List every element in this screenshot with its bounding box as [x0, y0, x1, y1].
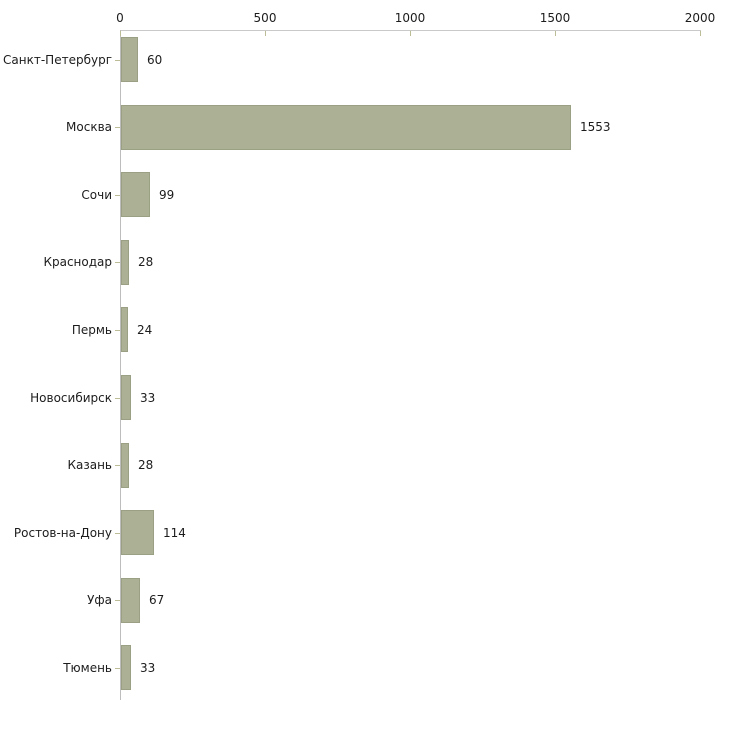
- y-tick-label: Казань: [67, 458, 112, 472]
- x-tick-label: 500: [253, 11, 277, 25]
- x-tick-mark: [555, 31, 556, 36]
- bar: [121, 578, 140, 623]
- y-tick-label: Санкт-Петербург: [3, 53, 112, 67]
- bar-value-label: 114: [163, 526, 186, 540]
- y-tick-label: Сочи: [81, 188, 112, 202]
- y-tick-label: Краснодар: [43, 255, 112, 269]
- category-tick-mark: [115, 668, 120, 669]
- x-tick-label: 0: [116, 11, 124, 25]
- bar-value-label: 24: [137, 323, 153, 337]
- category-tick-mark: [115, 127, 120, 128]
- bar-value-label: 33: [140, 661, 156, 675]
- bar: [121, 645, 131, 690]
- bar-value-label: 28: [138, 458, 154, 472]
- y-tick-label: Пермь: [71, 323, 112, 337]
- x-axis-line: [120, 30, 701, 31]
- bar-value-label: 67: [149, 593, 165, 607]
- bar-value-label: 28: [138, 255, 154, 269]
- x-tick-label: 2000: [684, 11, 716, 25]
- category-tick-mark: [115, 398, 120, 399]
- category-tick-mark: [115, 465, 120, 466]
- category-tick-mark: [115, 60, 120, 61]
- y-tick-label: Новосибирск: [30, 391, 112, 405]
- category-tick-mark: [115, 195, 120, 196]
- x-tick-mark: [120, 31, 121, 36]
- category-tick-mark: [115, 262, 120, 263]
- x-tick-label: 1500: [539, 11, 571, 25]
- x-tick-mark: [265, 31, 266, 36]
- category-tick-mark: [115, 533, 120, 534]
- bar-value-label: 33: [140, 391, 156, 405]
- bar-value-label: 60: [147, 53, 163, 67]
- bar-value-label: 99: [159, 188, 175, 202]
- bar: [121, 443, 129, 488]
- y-tick-label: Ростов-на-Дону: [13, 526, 112, 540]
- x-tick-mark: [700, 31, 701, 36]
- bar: [121, 510, 154, 555]
- bar: [121, 37, 138, 82]
- x-tick-mark: [410, 31, 411, 36]
- y-axis-line: [120, 30, 121, 700]
- bar: [121, 240, 129, 285]
- y-tick-label: Уфа: [87, 593, 112, 607]
- bar: [121, 375, 131, 420]
- bar: [121, 307, 128, 352]
- bar-value-label: 1553: [580, 120, 611, 134]
- y-tick-label: Тюмень: [63, 661, 112, 675]
- category-tick-mark: [115, 330, 120, 331]
- y-tick-label: Москва: [66, 120, 112, 134]
- bar: [121, 172, 150, 217]
- x-tick-label: 1000: [394, 11, 426, 25]
- category-tick-mark: [115, 600, 120, 601]
- bar: [121, 105, 571, 150]
